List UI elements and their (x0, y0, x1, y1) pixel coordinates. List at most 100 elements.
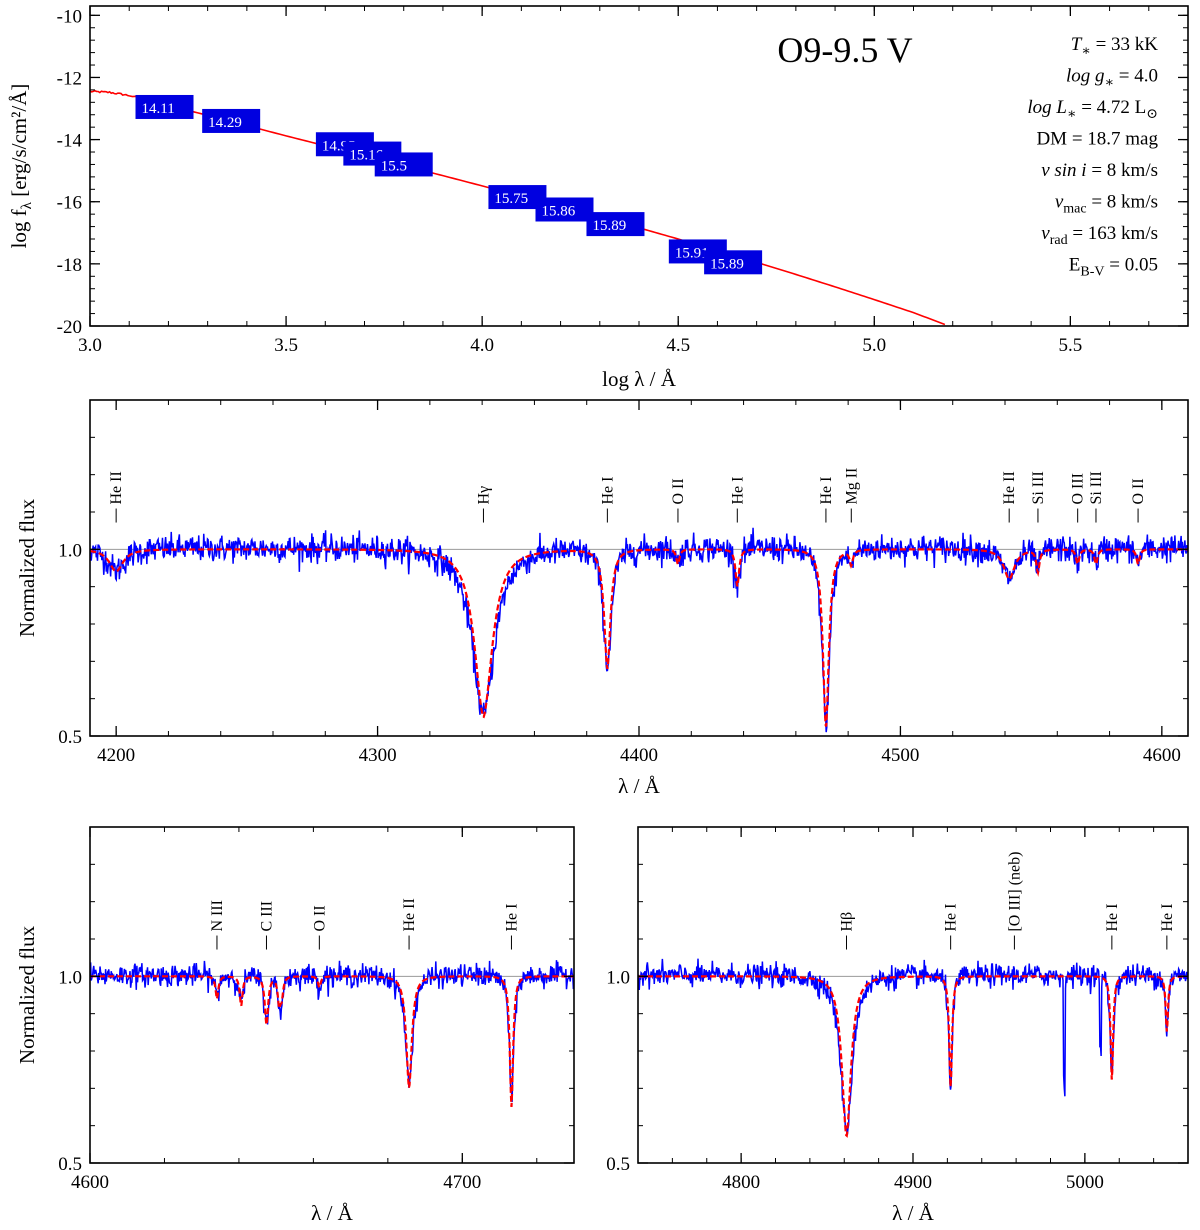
param-name-4: v sin i (1041, 160, 1086, 181)
photometry-box-9 (704, 250, 763, 275)
left-y-tick-label-0: 0.5 (58, 1154, 82, 1175)
param-sub-0: ∗ (1081, 44, 1091, 59)
param-sub-6: rad (1050, 233, 1068, 248)
param-5: vmac = 8 km/s (1055, 192, 1158, 217)
sed-x-tick-label-3: 4.5 (666, 335, 690, 356)
photometry-box-6 (535, 197, 594, 222)
left-x-tick-label-0: 4600 (71, 1172, 109, 1193)
right-y-tick-label-0: 0.5 (606, 1154, 630, 1175)
left-observed-spectrum (90, 960, 574, 1103)
main-line-label-8: Si III (1030, 471, 1047, 504)
left-spectrum-frame (89, 826, 575, 1164)
param-0: T∗ = 33 kK (1071, 34, 1159, 59)
main-x-tick-label-0: 4200 (97, 745, 135, 766)
photometry-label-9: 15.89 (710, 256, 744, 272)
sed-y-axis-label: log fλ [erg/s/cm²/Å] (7, 84, 35, 249)
main-x-tick-label-1: 4300 (359, 745, 397, 766)
param-sub-5: mac (1063, 202, 1086, 217)
left-line-label-2: C III (258, 901, 275, 932)
param-name-0: T (1071, 34, 1083, 55)
main-model-spectrum (90, 548, 1188, 727)
right-line-label-2: [O III] (neb) (1006, 852, 1023, 932)
sed-y-tick-label-1: -18 (57, 255, 82, 276)
left-line-label-6: He II (401, 898, 418, 931)
photometry-box-0 (135, 94, 194, 119)
main-x-tick-label-3: 4500 (881, 745, 919, 766)
main-line-label-4: He I (729, 477, 746, 505)
left-spectrum-plot-area: N III C III O II He II He I (90, 898, 574, 1107)
right-observed-spectrum (638, 958, 1188, 1135)
sed-x-tick-label-4: 5.0 (862, 335, 886, 356)
param-value-7: = 0.05 (1109, 255, 1158, 276)
right-x-tick-label-1: 4900 (894, 1172, 932, 1193)
left-y-tick-label-1: 1.0 (58, 967, 82, 988)
param-name-6: v (1041, 223, 1050, 244)
main-line-label-5: He I (818, 477, 835, 505)
param-name-5: v (1055, 192, 1064, 213)
sed-ticks: 3.0 3.5 4.0 4.5 5.0 5.5 -20 -18 -16 -14 -12 -10 (57, 6, 1189, 356)
sed-plot-area: 14.1114.2914.9515.1615.515.7515.8615.891… (90, 89, 946, 326)
param-6: vrad = 163 km/s (1041, 223, 1158, 248)
photometry-label-7: 15.89 (592, 218, 626, 234)
main-spectrum-y-axis-label: Normalized flux (15, 498, 39, 637)
photometry-label-5: 15.75 (494, 191, 528, 207)
main-line-label-0: He II (108, 471, 125, 504)
right-spectrum-plot-area: Hβ He I [O III] (neb) He I He I (638, 852, 1188, 1138)
photometry-box-1 (202, 108, 261, 133)
main-y-tick-label-1: 1.0 (58, 540, 82, 561)
param-value-0: = 33 kK (1096, 34, 1159, 55)
param-name-7: E (1069, 255, 1081, 276)
param-3: DM = 18.7 mag (1036, 129, 1158, 150)
main-line-label-1: Hγ (475, 486, 492, 505)
photometry-box-7 (586, 212, 645, 237)
param-value-3: = 18.7 mag (1072, 129, 1159, 150)
param-sub-2: ∗ (1067, 107, 1077, 122)
main-line-label-2: He I (599, 477, 616, 505)
left-spectrum-panel: N III C III O II He II He I 4600 4700 0.5 1.0 λ… (15, 826, 575, 1225)
main-spectrum-ticks: 4200 4300 4400 4500 4600 0.5 1.0 (58, 399, 1188, 766)
param-value-4: = 8 km/s (1091, 160, 1158, 181)
right-y-tick-label-1: 1.0 (606, 967, 630, 988)
photometry-label-0: 14.11 (142, 101, 175, 117)
sed-frame (89, 5, 1189, 327)
param-sub-1: ∗ (1105, 76, 1115, 91)
photometry-label-6: 15.86 (541, 203, 575, 219)
right-line-label-4: He I (1159, 904, 1176, 932)
sed-y-label-unit: [erg/s/cm²/Å] (7, 84, 31, 197)
right-spectrum-frame (637, 826, 1189, 1164)
right-line-label-3: He I (1104, 904, 1121, 932)
right-line-label-0: Hβ (838, 912, 855, 932)
sed-panel: 14.1114.2914.9515.1615.515.7515.8615.891… (7, 5, 1189, 391)
main-spectrum-x-axis-label: λ / Å (618, 774, 661, 798)
right-x-tick-label-2: 5000 (1066, 1172, 1104, 1193)
left-spectrum-y-axis-label: Normalized flux (15, 925, 39, 1064)
right-spectrum-ticks: 4800 4900 5000 0.5 1.0 (606, 826, 1189, 1193)
param-value-sub-2: ⊙ (1146, 107, 1158, 122)
left-line-label-7: He I (503, 904, 520, 932)
param-value-1: = 4.0 (1119, 66, 1158, 87)
main-y-tick-label-0: 0.5 (58, 727, 82, 748)
main-x-tick-label-2: 4400 (620, 745, 658, 766)
photometry-label-8: 15.91 (675, 245, 709, 261)
sed-y-tick-label-4: -12 (57, 68, 82, 89)
sed-x-tick-label-2: 4.0 (470, 335, 494, 356)
main-x-tick-label-4: 4600 (1143, 745, 1181, 766)
param-1: log g∗ = 4.0 (1066, 66, 1158, 91)
sed-y-label-main: log f (7, 209, 31, 248)
param-2: log L∗ = 4.72 L⊙ (1027, 97, 1158, 122)
param-sub-7: B-V (1080, 265, 1104, 280)
sed-y-tick-label-2: -16 (57, 193, 82, 214)
param-value-6: = 163 km/s (1072, 223, 1158, 244)
sed-x-tick-label-1: 3.5 (274, 335, 298, 356)
sed-y-tick-label-5: -10 (57, 6, 82, 27)
sed-y-label-sub: λ (19, 201, 35, 209)
main-line-label-3: O II (670, 478, 687, 504)
sed-x-axis-label: log λ / Å (602, 367, 677, 391)
sed-x-tick-label-5: 5.5 (1058, 335, 1082, 356)
main-line-label-6: Mg II (843, 468, 860, 505)
left-x-tick-label-1: 4700 (443, 1172, 481, 1193)
param-value-5: = 8 km/s (1091, 192, 1158, 213)
left-line-label-5: O II (311, 905, 328, 931)
